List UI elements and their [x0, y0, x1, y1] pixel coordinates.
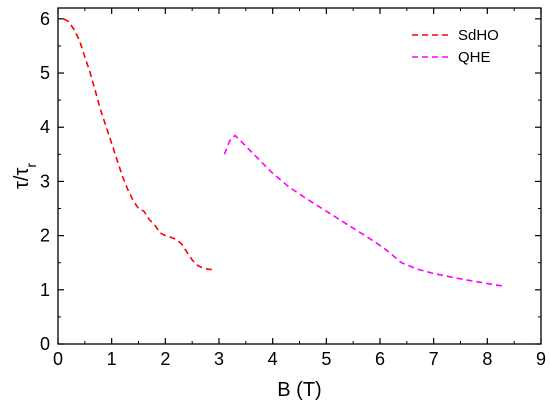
x-tick-label: 8: [482, 349, 492, 369]
y-axis-label-subscript: r: [23, 163, 39, 168]
y-tick-label: 4: [40, 117, 50, 137]
x-axis-ticks: 0 1 2 3 4 5 6 7 8 9: [53, 8, 546, 369]
y-axis-label: τ/τr: [11, 163, 39, 189]
y-tick-label: 0: [40, 334, 50, 354]
series-line-sdho: [63, 18, 214, 271]
legend: SdHO QHE: [412, 27, 499, 66]
x-tick-label: 0: [53, 349, 63, 369]
y-axis-label-main: τ/τ: [11, 168, 33, 189]
series-line-qhe: [223, 134, 504, 287]
legend-label-sdho: SdHO: [458, 27, 499, 44]
y-axis-ticks: 0 1 2 3 4 5 6: [40, 9, 541, 354]
x-tick-label: 4: [268, 349, 278, 369]
y-tick-label: 2: [40, 226, 50, 246]
x-tick-label: 3: [214, 349, 224, 369]
x-tick-label: 9: [536, 349, 546, 369]
series-group: [63, 18, 504, 287]
y-tick-label: 5: [40, 63, 50, 83]
y-tick-label: 6: [40, 9, 50, 29]
y-tick-label: 1: [40, 280, 50, 300]
legend-label-qhe: QHE: [458, 49, 491, 66]
x-tick-label: 6: [375, 349, 385, 369]
x-tick-label: 1: [107, 349, 117, 369]
svg-text:τ/τr: τ/τr: [11, 163, 39, 189]
x-axis-label: B (T): [277, 379, 321, 401]
x-tick-label: 5: [321, 349, 331, 369]
x-tick-label: 2: [160, 349, 170, 369]
y-tick-label: 3: [40, 171, 50, 191]
x-tick-label: 7: [429, 349, 439, 369]
